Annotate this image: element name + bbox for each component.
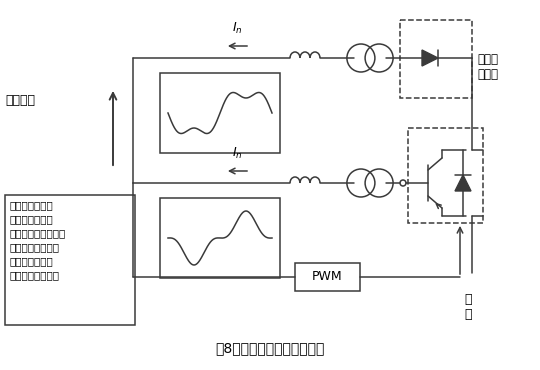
Bar [160, 73, 280, 153]
Text: $I_n$: $I_n$ [232, 21, 243, 36]
Bar [295, 263, 360, 291]
Bar [400, 20, 472, 98]
Bar [160, 198, 280, 278]
Text: 電力系統: 電力系統 [5, 94, 35, 107]
Polygon shape [455, 175, 471, 191]
Bar [408, 128, 483, 223]
Polygon shape [422, 50, 438, 66]
Text: $I_n$: $I_n$ [232, 146, 243, 161]
Bar [5, 195, 135, 325]
Text: 第8図　能動フィルタの概念: 第8図 能動フィルタの概念 [215, 341, 325, 355]
Text: 発生源の高調波
電流と逆位相の
電流を能動フィルタ
で発生させ、電力
系統に流れこま
ないようにする。: 発生源の高調波 電流と逆位相の 電流を能動フィルタ で発生させ、電力 系統に流れ… [10, 200, 66, 280]
Text: 高調波
発生源: 高調波 発生源 [477, 53, 498, 81]
Text: 制
御: 制 御 [464, 293, 471, 321]
Text: PWM: PWM [312, 270, 343, 283]
